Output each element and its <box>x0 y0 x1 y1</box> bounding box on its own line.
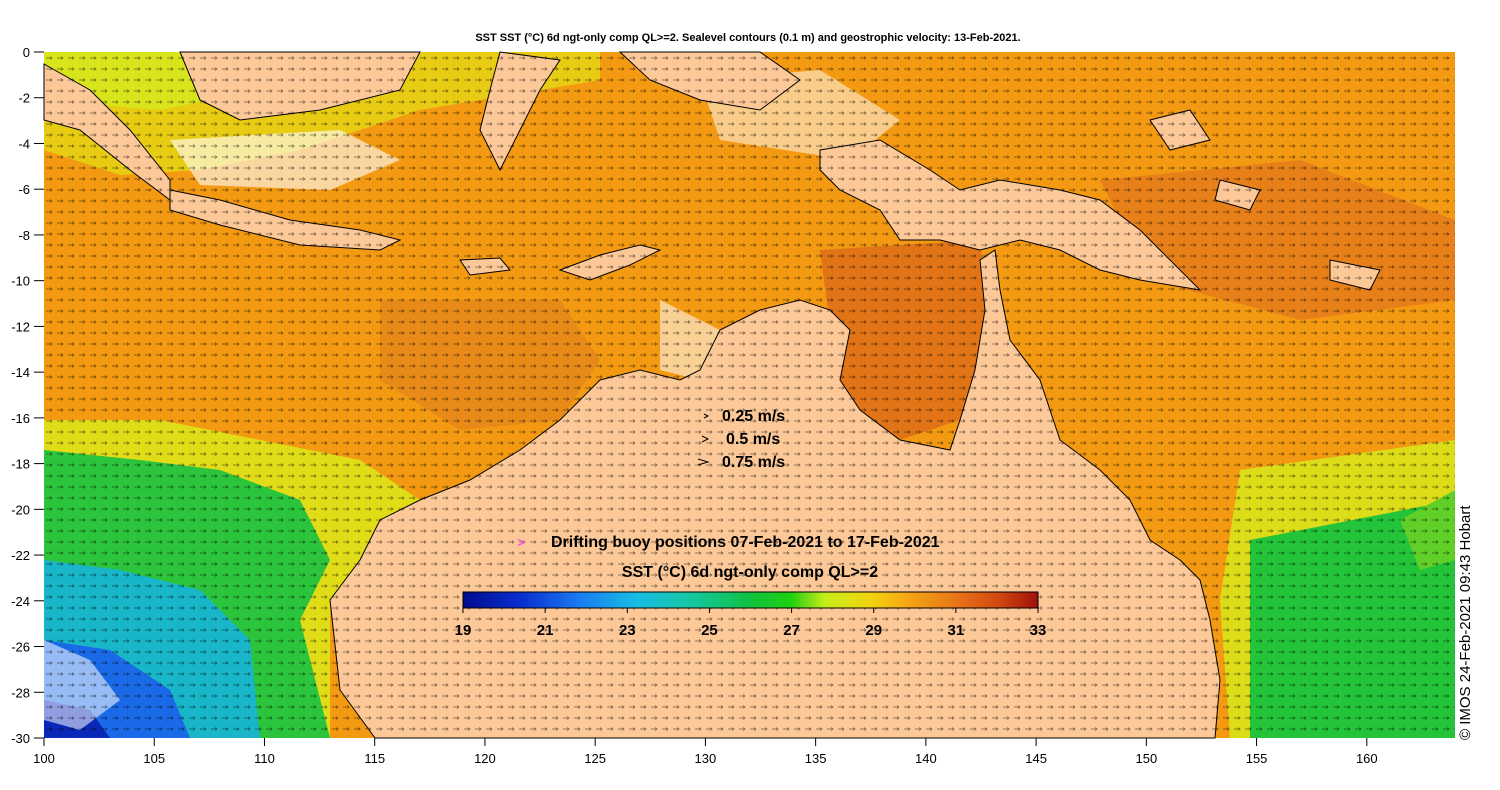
x-tick-label: 115 <box>364 751 385 766</box>
map-plot-area <box>43 51 1455 739</box>
x-axis: 100 105 110 115 120 125 130 135 140 145 150 155 160 <box>33 738 1378 766</box>
y-tick-label: -14 <box>11 365 30 380</box>
y-tick-label: -2 <box>18 91 30 106</box>
y-tick-label: -10 <box>11 274 30 289</box>
x-tick-label: 110 <box>254 751 275 766</box>
buoy-symbol-icon: > <box>517 534 525 550</box>
colorbar-tick-label: 25 <box>701 622 718 639</box>
velocity-arrow-icon <box>703 413 710 419</box>
x-tick-label: 145 <box>1025 751 1047 766</box>
y-tick-label: -6 <box>18 182 30 197</box>
sst-colorbar: SST (°C) 6d ngt-only comp QL>=2 19 21 23 25… <box>455 564 1047 639</box>
y-axis: 0 -2 -4 -6 -8 -10 -12 -14 -16 -18 -20 -22 -24 -26 -28 -… <box>11 45 44 746</box>
colorbar-gradient <box>462 591 1039 609</box>
velocity-legend: 0.25 m/s 0.5 m/s 0.75 m/s <box>697 408 785 471</box>
colorbar-tick-label: 31 <box>948 622 965 639</box>
colorbar-tick-label: 29 <box>865 622 882 639</box>
colorbar-tick-label: 19 <box>455 622 472 639</box>
velocity-arrow-icon <box>701 435 710 443</box>
y-tick-label: -30 <box>11 731 30 746</box>
map-title: SST SST (°C) 6d ngt-only comp QL>=2. Sea… <box>475 32 1020 44</box>
geostrophic-velocity-arrows <box>44 52 1455 738</box>
colorbar-title: SST (°C) 6d ngt-only comp QL>=2 <box>622 564 878 581</box>
y-tick-label: 0 <box>23 45 30 60</box>
x-tick-label: 150 <box>1135 751 1157 766</box>
x-tick-label: 120 <box>474 751 496 766</box>
y-tick-label: -18 <box>11 457 30 472</box>
x-tick-label: 125 <box>584 751 606 766</box>
y-tick-label: -8 <box>18 228 30 243</box>
velocity-legend-label: 0.5 m/s <box>726 431 780 448</box>
velocity-arrow-icon <box>697 458 710 466</box>
y-tick-label: -12 <box>11 319 30 334</box>
buoy-legend-text: Drifting buoy positions 07-Feb-2021 to 1… <box>551 534 940 551</box>
x-tick-label: 135 <box>805 751 827 766</box>
velocity-legend-label: 0.25 m/s <box>722 408 785 425</box>
velocity-legend-item: 0.75 m/s <box>697 454 785 471</box>
y-tick-label: -24 <box>11 594 30 609</box>
velocity-legend-label: 0.75 m/s <box>722 454 785 471</box>
imos-credit: © IMOS 24-Feb-2021 09:43 Hobart <box>1457 505 1474 740</box>
x-tick-label: 100 <box>33 751 55 766</box>
y-tick-label: -26 <box>11 640 30 655</box>
x-tick-label: 130 <box>695 751 717 766</box>
x-tick-label: 155 <box>1246 751 1268 766</box>
colorbar-tick-label: 21 <box>537 622 554 639</box>
velocity-legend-item: 0.25 m/s <box>703 408 785 425</box>
colorbar-labels: 19 21 23 25 27 29 31 33 <box>455 608 1047 639</box>
x-tick-label: 140 <box>915 751 937 766</box>
buoy-legend: > Drifting buoy positions 07-Feb-2021 to… <box>517 534 940 551</box>
y-tick-label: -20 <box>11 502 30 517</box>
y-tick-label: -28 <box>11 685 30 700</box>
y-tick-label: -22 <box>11 548 30 563</box>
colorbar-tick-label: 27 <box>783 622 800 639</box>
velocity-legend-item: 0.5 m/s <box>701 431 780 448</box>
colorbar-tick-label: 23 <box>619 622 636 639</box>
y-tick-label: -4 <box>18 136 30 151</box>
y-tick-label: -16 <box>11 411 30 426</box>
colorbar-tick-label: 33 <box>1030 622 1047 639</box>
x-tick-label: 105 <box>143 751 165 766</box>
x-tick-label: 160 <box>1356 751 1378 766</box>
